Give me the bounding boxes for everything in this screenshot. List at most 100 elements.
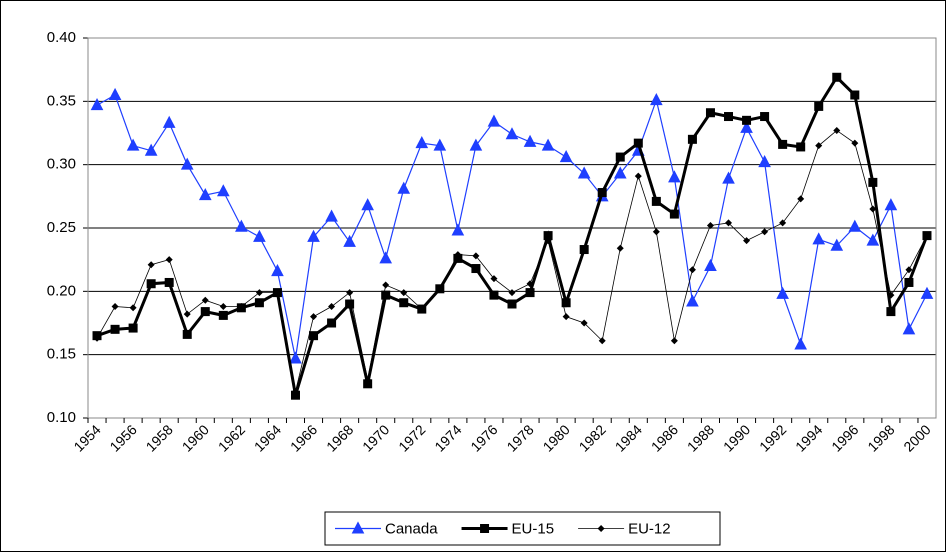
point (884, 198, 898, 211)
point (543, 231, 553, 241)
point (90, 98, 104, 111)
point (523, 134, 537, 147)
point (180, 157, 194, 170)
point (183, 310, 191, 318)
point (182, 329, 192, 339)
point (613, 166, 627, 179)
point (850, 90, 860, 100)
point (815, 142, 823, 150)
point (415, 136, 429, 149)
point (705, 108, 715, 118)
point (760, 112, 770, 122)
legend-label: Canada (385, 520, 438, 537)
point (111, 303, 119, 311)
point (454, 251, 462, 259)
point (254, 298, 264, 308)
point (290, 390, 300, 400)
point (761, 228, 769, 236)
point (634, 172, 642, 180)
point (579, 245, 589, 255)
point (382, 281, 390, 289)
legend-label: EU-12 (628, 520, 671, 537)
point (597, 188, 607, 198)
point (200, 307, 210, 317)
point (598, 337, 606, 345)
point (561, 298, 571, 308)
point (219, 303, 227, 311)
point (526, 280, 534, 288)
point (687, 134, 697, 144)
point (832, 72, 842, 82)
point (165, 256, 173, 264)
point (364, 376, 372, 384)
point (725, 219, 733, 227)
point (469, 138, 483, 151)
point (487, 114, 501, 127)
point (397, 181, 411, 194)
point (904, 277, 914, 287)
point (343, 234, 356, 247)
point (218, 310, 228, 320)
point (778, 139, 788, 149)
point (742, 115, 752, 125)
point (580, 319, 588, 327)
point (902, 322, 916, 335)
y-tick-label: 0.15 (47, 346, 76, 363)
point (833, 126, 841, 134)
point (869, 205, 877, 213)
point (327, 318, 337, 328)
point (669, 209, 679, 219)
point (399, 298, 409, 308)
point (271, 263, 284, 277)
point (559, 149, 573, 163)
point (433, 138, 447, 151)
point (418, 305, 426, 313)
point (651, 196, 661, 206)
point (108, 87, 122, 100)
point (436, 285, 444, 293)
y-tick-label: 0.10 (47, 409, 76, 426)
y-tick-label: 0.30 (47, 156, 76, 173)
point (379, 251, 393, 264)
point (144, 143, 158, 156)
point (146, 279, 156, 289)
point (505, 127, 519, 140)
point (253, 229, 266, 242)
y-tick-label: 0.35 (47, 92, 76, 109)
y-tick-label: 0.20 (47, 282, 76, 299)
legend-marker (480, 524, 490, 533)
point (507, 299, 517, 309)
point (453, 253, 463, 263)
point (688, 266, 696, 274)
point (615, 152, 625, 162)
point (128, 323, 138, 333)
point (812, 232, 826, 245)
point (633, 138, 643, 148)
point (237, 303, 245, 311)
point (740, 120, 753, 133)
point (273, 289, 281, 297)
point (328, 303, 336, 311)
point (289, 351, 302, 364)
point (758, 155, 771, 168)
point (345, 299, 355, 309)
point (325, 209, 338, 222)
point (129, 304, 137, 312)
point (110, 324, 120, 334)
point (851, 139, 859, 147)
point (670, 337, 678, 345)
legend-box (324, 511, 721, 546)
point (706, 221, 714, 229)
point (866, 233, 880, 246)
point (686, 294, 699, 307)
point (779, 219, 787, 227)
point (796, 142, 806, 152)
point (652, 228, 660, 236)
point (848, 219, 862, 232)
point (508, 289, 516, 297)
point (147, 261, 155, 269)
point (920, 286, 934, 299)
point (704, 258, 717, 271)
point (743, 237, 751, 245)
